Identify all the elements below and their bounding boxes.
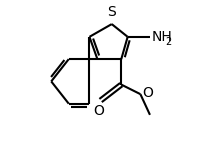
Text: O: O <box>142 86 153 100</box>
Text: S: S <box>107 5 116 19</box>
Text: 2: 2 <box>165 37 171 47</box>
Text: NH: NH <box>151 30 172 44</box>
Text: O: O <box>94 104 104 119</box>
